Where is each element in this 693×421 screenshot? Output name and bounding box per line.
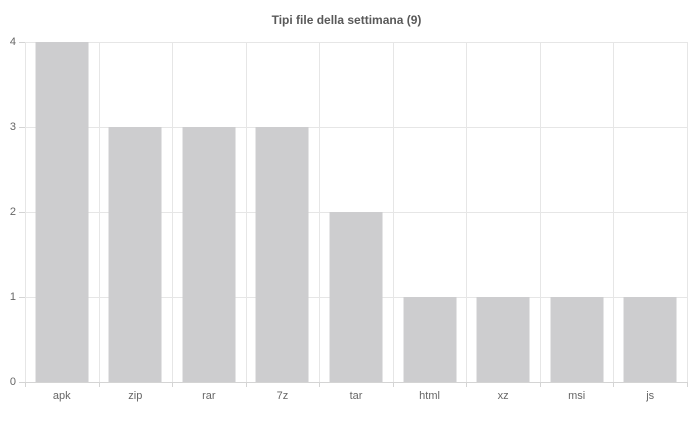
x-axis-tick [319, 382, 321, 387]
x-axis-label-zip: zip [128, 390, 143, 402]
y-gridline [25, 42, 687, 43]
x-gridline [25, 42, 26, 382]
x-gridline [98, 42, 100, 382]
y-axis-label: 0 [9, 376, 16, 388]
bar-xz[interactable] [476, 297, 530, 382]
plot-area [19, 42, 688, 387]
x-axis-tick [613, 382, 615, 387]
y-axis-tick [19, 297, 25, 298]
x-axis-label-7z: 7z [276, 390, 289, 402]
bar-zip[interactable] [108, 127, 162, 382]
x-axis-tick [25, 382, 26, 387]
y-axis-tick [19, 42, 25, 43]
x-gridline [172, 42, 174, 382]
y-axis-tick [19, 382, 25, 383]
bar-msi[interactable] [550, 297, 604, 382]
x-gridline [539, 42, 541, 382]
y-axis-label: 2 [9, 206, 16, 218]
bar-js[interactable] [623, 297, 677, 382]
x-axis-line [25, 382, 687, 383]
y-axis-tick [19, 212, 25, 213]
x-axis-tick [392, 382, 394, 387]
x-axis-label-tar: tar [349, 390, 363, 402]
y-axis-label: 3 [9, 121, 16, 133]
x-axis-label-apk: apk [52, 390, 71, 402]
x-axis-tick [466, 382, 468, 387]
x-axis-label-msi: msi [568, 390, 586, 402]
x-axis-label-html: html [419, 390, 440, 402]
x-axis-label-js: js [646, 390, 655, 402]
x-axis-label-rar: rar [202, 390, 216, 402]
bar-html[interactable] [403, 297, 457, 382]
x-axis-tick [539, 382, 541, 387]
y-axis-label: 1 [9, 291, 16, 303]
bar-tar[interactable] [329, 212, 383, 382]
x-axis-tick [245, 382, 247, 387]
x-axis: apk zip rar 7z tar html xz msi js [25, 390, 687, 406]
x-gridline [319, 42, 321, 382]
x-axis-tick [98, 382, 100, 387]
x-gridline [392, 42, 394, 382]
bar-apk[interactable] [35, 42, 89, 382]
y-axis-label: 4 [9, 36, 16, 48]
x-axis-tick [172, 382, 174, 387]
x-axis-tick [687, 382, 688, 387]
x-gridline [245, 42, 247, 382]
y-axis: 0 1 2 3 4 [0, 36, 16, 388]
bar-rar[interactable] [182, 127, 236, 382]
x-axis-label-xz: xz [497, 390, 509, 402]
x-gridline [613, 42, 615, 382]
x-gridline [687, 42, 688, 382]
y-gridline [25, 127, 687, 128]
y-axis-tick [19, 127, 25, 128]
bar-7z[interactable] [255, 127, 309, 382]
chart-title: Tipi file della settimana (9) [271, 13, 422, 27]
x-gridline [466, 42, 468, 382]
